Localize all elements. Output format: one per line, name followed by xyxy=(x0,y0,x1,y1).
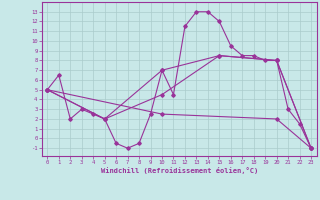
X-axis label: Windchill (Refroidissement éolien,°C): Windchill (Refroidissement éolien,°C) xyxy=(100,167,258,174)
